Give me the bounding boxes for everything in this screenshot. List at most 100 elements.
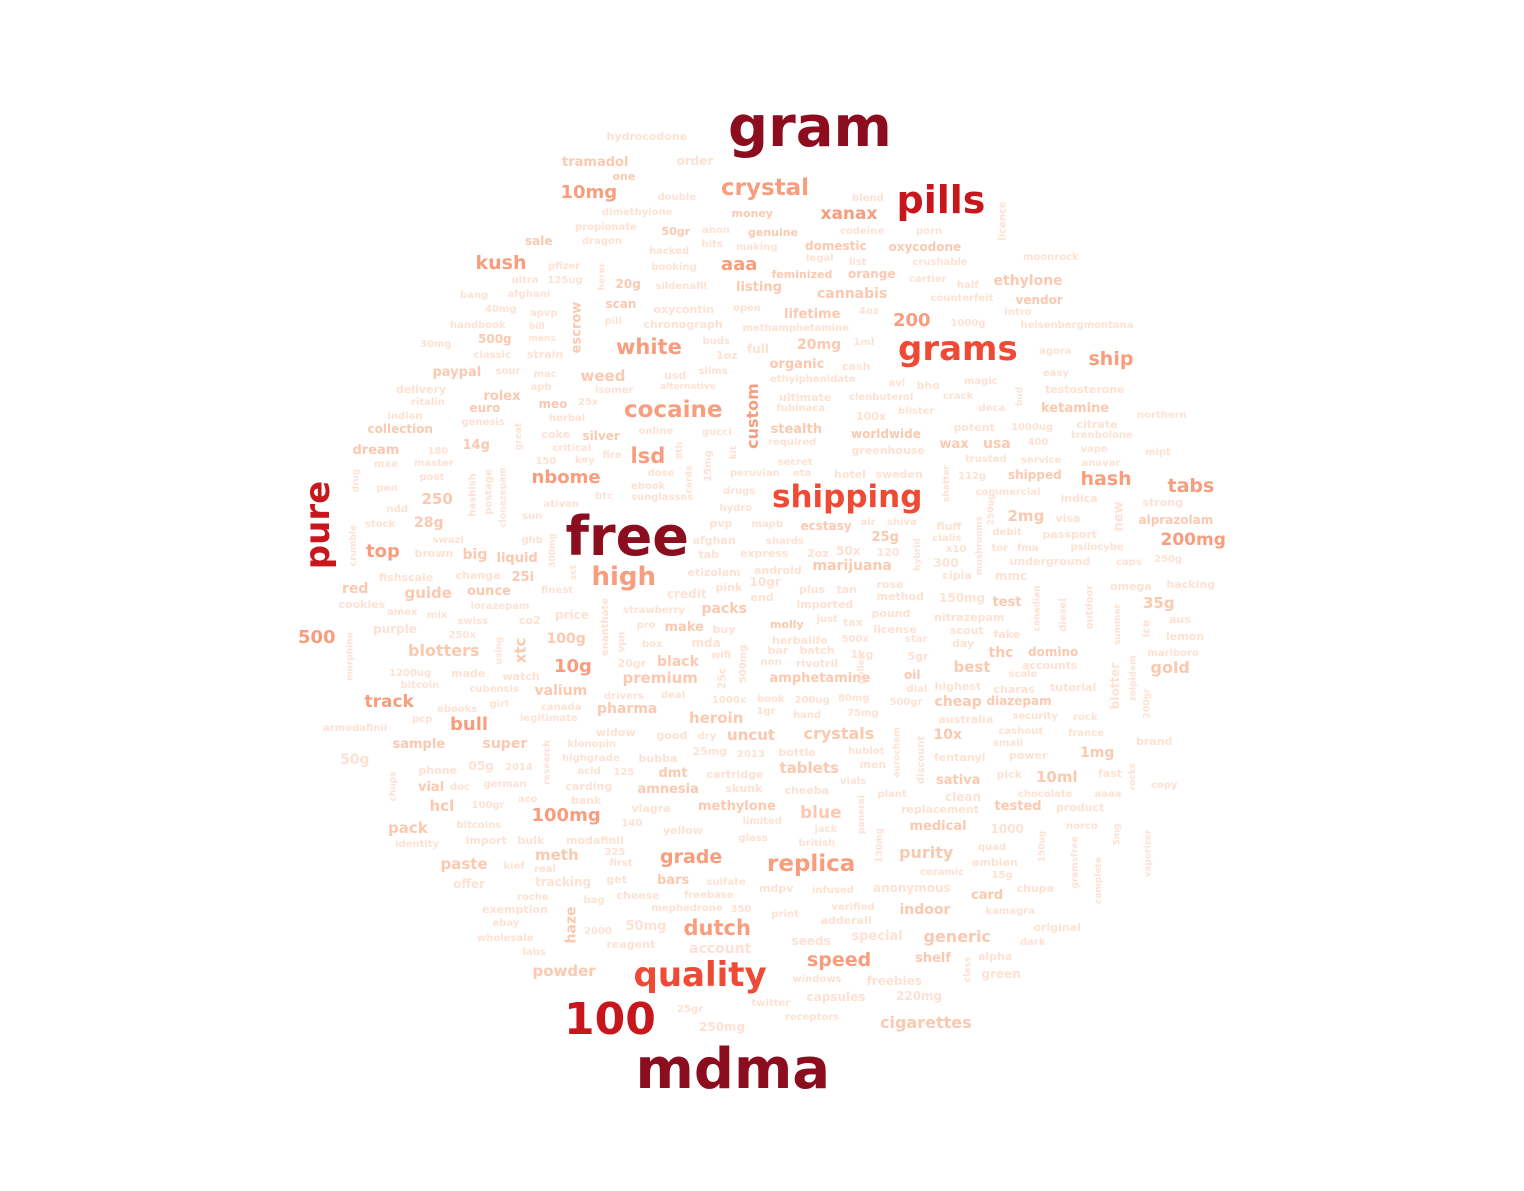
word-kush: kush bbox=[475, 251, 527, 274]
word-brand: brand bbox=[1136, 734, 1173, 748]
word-2mg: 2mg bbox=[1007, 506, 1045, 525]
word-lifetime: lifetime bbox=[784, 306, 841, 322]
word-doc: doc bbox=[450, 782, 470, 793]
word-codeine: codeine bbox=[840, 226, 885, 237]
word-feminized: feminized bbox=[771, 267, 833, 281]
word-jack: jack bbox=[814, 824, 838, 835]
word-stock: stock bbox=[365, 519, 396, 530]
word-amphetamine: amphetamine bbox=[769, 670, 871, 686]
word-hacked: hacked bbox=[649, 246, 690, 257]
word-05g: 05g bbox=[468, 759, 494, 773]
word-required: required bbox=[768, 437, 817, 448]
word-mens: mens bbox=[528, 333, 556, 344]
word-domestic: domestic bbox=[805, 239, 867, 253]
word-oil: oil bbox=[904, 668, 921, 682]
word-caps: caps bbox=[1116, 557, 1142, 568]
word-big: big bbox=[462, 547, 488, 563]
word-money: money bbox=[731, 206, 773, 220]
word-psilocybe: psilocybe bbox=[1070, 542, 1124, 553]
word-dial: dial bbox=[906, 684, 928, 695]
word-order: order bbox=[676, 154, 714, 168]
word-gram: gram bbox=[728, 95, 892, 160]
word-usa: usa bbox=[983, 436, 1011, 452]
word-meo: meo bbox=[538, 397, 568, 411]
word-purity: purity bbox=[899, 843, 954, 862]
word-porn: porn bbox=[916, 226, 943, 237]
word-fluff: fluff bbox=[936, 519, 962, 533]
word-crystals: crystals bbox=[803, 724, 875, 743]
word-get: get bbox=[606, 872, 628, 886]
word-marijuana: marijuana bbox=[812, 558, 892, 574]
word-star: star bbox=[905, 634, 928, 645]
word-dmt: dmt bbox=[658, 765, 688, 781]
word-x10: x10 bbox=[946, 544, 967, 555]
word-highest: highest bbox=[934, 679, 982, 693]
word-nbome: nbome bbox=[531, 467, 601, 488]
word-online: online bbox=[638, 426, 674, 437]
word-herer: herer bbox=[597, 262, 608, 290]
word-bottle: bottle bbox=[778, 745, 816, 759]
word-vendor: vendor bbox=[1015, 293, 1063, 307]
word-200gr: 200gr bbox=[1142, 688, 1153, 718]
word-accounts: accounts bbox=[1022, 658, 1078, 672]
word-propionate: propionate bbox=[575, 222, 637, 233]
word-half: half bbox=[957, 280, 979, 291]
word-top: top bbox=[366, 541, 400, 562]
word-cookies: cookies bbox=[338, 597, 386, 611]
word-10x: 10x bbox=[933, 727, 963, 743]
word-account: account bbox=[689, 941, 752, 957]
word-hcl: hcl bbox=[429, 796, 455, 815]
word-zolpidem: zolpidem bbox=[1128, 655, 1139, 701]
word-widow: widow bbox=[596, 725, 636, 739]
word-50x: 50x bbox=[836, 544, 861, 558]
word-fentanyl: fentanyl bbox=[934, 750, 986, 764]
word-quality: quality bbox=[633, 955, 767, 995]
word-easy: easy bbox=[1043, 368, 1070, 379]
word-10ml: 10ml bbox=[1036, 767, 1078, 786]
word-herbalife: herbalife bbox=[772, 633, 828, 647]
word-shards: shards bbox=[766, 536, 804, 547]
word-ativan: ativan bbox=[543, 499, 579, 510]
word-made: made bbox=[451, 666, 486, 680]
word-postage: postage bbox=[483, 469, 495, 515]
word-tablets: tablets bbox=[779, 758, 839, 777]
word-sativa: sativa bbox=[936, 772, 981, 788]
word-canadian: canadian bbox=[1032, 585, 1043, 631]
word-400: 400 bbox=[1027, 437, 1049, 448]
word-shipped: shipped bbox=[1008, 468, 1062, 482]
word-meth: meth bbox=[535, 845, 579, 864]
word-hydro: hydro bbox=[719, 503, 753, 514]
word-crushable: crushable bbox=[912, 257, 968, 268]
word-gramsfree: gramsfree bbox=[1070, 835, 1081, 889]
word-325: 325 bbox=[604, 847, 626, 858]
word-one: one bbox=[612, 169, 636, 183]
word-armodafinil: armodafinil bbox=[323, 723, 388, 734]
word-license: license bbox=[873, 622, 917, 636]
word-red: red bbox=[342, 581, 369, 597]
word-200ug: 200ug bbox=[794, 695, 830, 706]
word-10mg: 10mg bbox=[560, 182, 618, 203]
word-alternative: alternative bbox=[660, 381, 716, 392]
word-yellow: yellow bbox=[663, 823, 703, 837]
word-fma: fma bbox=[1017, 543, 1039, 554]
word-1200ug: 1200ug bbox=[389, 668, 432, 679]
word-exemption: exemption bbox=[482, 902, 548, 916]
word-complete: complete bbox=[1093, 856, 1104, 904]
word-pound: pound bbox=[871, 606, 911, 620]
word-escrow: escrow bbox=[569, 301, 585, 353]
word-deca: deca bbox=[978, 403, 1006, 414]
word-350: 350 bbox=[730, 904, 752, 915]
word-shelf: shelf bbox=[915, 950, 951, 966]
word-180: 180 bbox=[427, 446, 449, 457]
word-25c: 25c bbox=[715, 667, 729, 689]
word-indica: indica bbox=[1060, 491, 1098, 505]
word-testosterone: testosterone bbox=[1045, 382, 1125, 396]
word-price: price bbox=[555, 608, 589, 622]
word-kit: kit bbox=[728, 445, 739, 459]
word-avi: avi bbox=[888, 378, 906, 389]
word-200mg: 200mg bbox=[1160, 529, 1226, 550]
word-hacking: hacking bbox=[1166, 577, 1216, 591]
word-dutch: dutch bbox=[683, 915, 751, 940]
word-method: method bbox=[876, 589, 924, 603]
word-pills: pills bbox=[896, 178, 986, 222]
